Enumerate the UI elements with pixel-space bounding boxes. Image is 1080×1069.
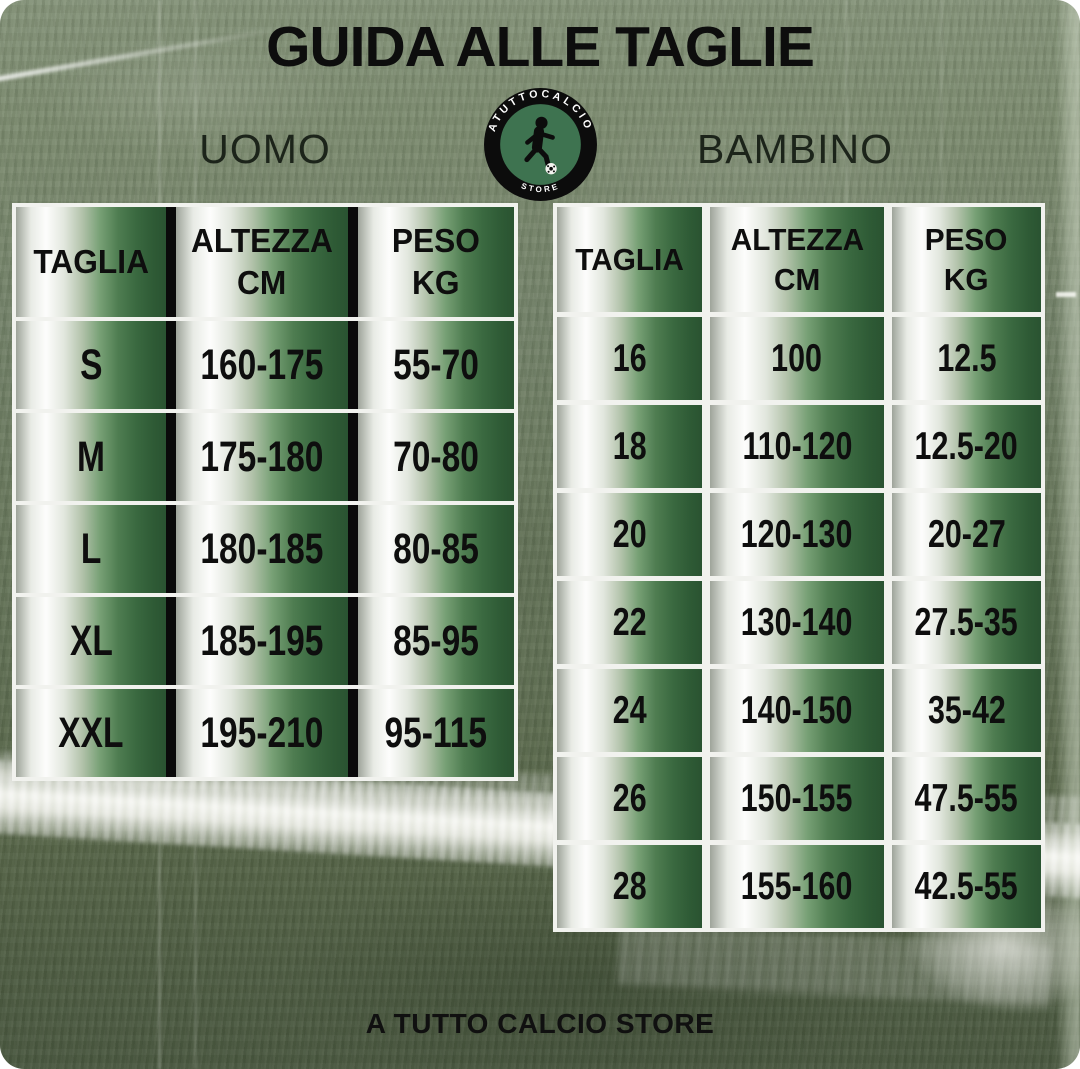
table-cell: 110-120 bbox=[710, 405, 884, 488]
table-cell: 95-115 bbox=[358, 689, 514, 777]
table-cell: 175-180 bbox=[176, 413, 348, 501]
table-header-row: TAGLIA ALTEZZA CM PESO KG bbox=[557, 207, 1041, 317]
table-header-cell: TAGLIA bbox=[557, 207, 702, 312]
size-table-uomo: TAGLIA ALTEZZA CM PESO KG S 160-175 55-70 … bbox=[12, 203, 518, 781]
table-cell: M bbox=[16, 413, 166, 501]
table-header-cell: TAGLIA bbox=[16, 207, 166, 317]
table-cell: 16 bbox=[557, 317, 702, 400]
table-row: 22 130-140 27.5-35 bbox=[557, 581, 1041, 669]
table-cell: 100 bbox=[710, 317, 884, 400]
table-header-cell: ALTEZZA CM bbox=[710, 207, 884, 312]
table-cell: 155-160 bbox=[710, 845, 884, 928]
table-cell: XL bbox=[16, 597, 166, 685]
table-row: S 160-175 55-70 bbox=[16, 321, 514, 413]
table-header-cell: PESO KG bbox=[892, 207, 1041, 312]
table-cell: 70-80 bbox=[358, 413, 514, 501]
table-cell: 140-150 bbox=[710, 669, 884, 752]
table-cell: 35-42 bbox=[892, 669, 1041, 752]
logo-store-text: STORE bbox=[520, 181, 558, 194]
section-label-uomo: UOMO bbox=[199, 126, 331, 172]
soccer-player-icon bbox=[524, 116, 555, 168]
table-row: 18 110-120 12.5-20 bbox=[557, 405, 1041, 493]
table-cell: 27.5-35 bbox=[892, 581, 1041, 664]
table-row: 28 155-160 42.5-55 bbox=[557, 845, 1041, 928]
table-cell: 160-175 bbox=[176, 321, 348, 409]
table-cell: 55-70 bbox=[358, 321, 514, 409]
table-cell: 47.5-55 bbox=[892, 757, 1041, 840]
store-logo: ATUTTOCALCIO STORE bbox=[482, 86, 599, 203]
svg-text:STORE: STORE bbox=[520, 181, 561, 194]
table-row: 26 150-155 47.5-55 bbox=[557, 757, 1041, 845]
pitch-line-dash bbox=[1056, 292, 1076, 297]
table-cell: 22 bbox=[557, 581, 702, 664]
table-cell: 80-85 bbox=[358, 505, 514, 593]
table-row: M 175-180 70-80 bbox=[16, 413, 514, 505]
table-row: 16 100 12.5 bbox=[557, 317, 1041, 405]
table-row: XL 185-195 85-95 bbox=[16, 597, 514, 689]
table-row: 20 120-130 20-27 bbox=[557, 493, 1041, 581]
table-cell: 24 bbox=[557, 669, 702, 752]
table-cell: 185-195 bbox=[176, 597, 348, 685]
table-cell: 150-155 bbox=[710, 757, 884, 840]
table-cell: 180-185 bbox=[176, 505, 348, 593]
soccer-ball-icon bbox=[545, 163, 557, 175]
table-header-cell: ALTEZZA CM bbox=[176, 207, 348, 317]
table-cell: 12.5 bbox=[892, 317, 1041, 400]
table-cell: 195-210 bbox=[176, 689, 348, 777]
size-table-bambino: TAGLIA ALTEZZA CM PESO KG 16 100 12.5 18 1… bbox=[553, 203, 1045, 932]
table-cell: 26 bbox=[557, 757, 702, 840]
table-header-row: TAGLIA ALTEZZA CM PESO KG bbox=[16, 207, 514, 321]
section-label-bambino: BAMBINO bbox=[696, 126, 894, 172]
table-row: XXL 195-210 95-115 bbox=[16, 689, 514, 777]
table-row: L 180-185 80-85 bbox=[16, 505, 514, 597]
page-title: GUIDA ALLE TAGLIE bbox=[266, 15, 815, 79]
table-cell: 85-95 bbox=[358, 597, 514, 685]
table-cell: 120-130 bbox=[710, 493, 884, 576]
table-cell: XXL bbox=[16, 689, 166, 777]
footer-store-name: A TUTTO CALCIO STORE bbox=[365, 1008, 715, 1039]
table-cell: 20-27 bbox=[892, 493, 1041, 576]
table-cell: 20 bbox=[557, 493, 702, 576]
table-cell: 42.5-55 bbox=[892, 845, 1041, 928]
table-cell: 130-140 bbox=[710, 581, 884, 664]
table-cell: 12.5-20 bbox=[892, 405, 1041, 488]
table-header-cell: PESO KG bbox=[358, 207, 514, 317]
table-row: 24 140-150 35-42 bbox=[557, 669, 1041, 757]
table-cell: S bbox=[16, 321, 166, 409]
table-cell: L bbox=[16, 505, 166, 593]
table-cell: 18 bbox=[557, 405, 702, 488]
table-cell: 28 bbox=[557, 845, 702, 928]
